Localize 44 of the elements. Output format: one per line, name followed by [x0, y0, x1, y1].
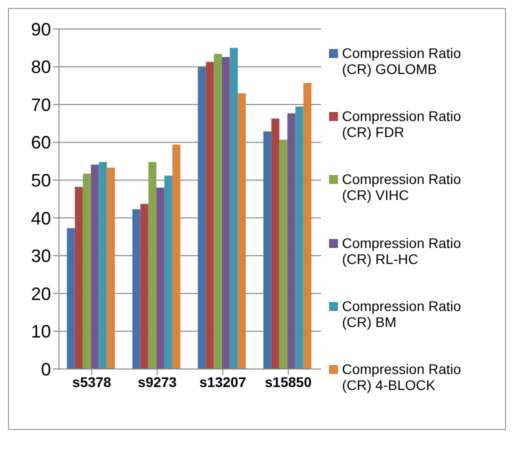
bar — [238, 93, 246, 369]
bar — [222, 56, 230, 369]
x-tick-label: s15850 — [264, 374, 312, 390]
legend-label: Compression Ratio (CR) 4-BLOCK — [342, 361, 462, 394]
bar — [82, 174, 91, 369]
y-tick-label: 60 — [30, 132, 51, 153]
y-tick-label: 40 — [30, 208, 51, 228]
bar — [66, 228, 75, 369]
y-tick-label: 50 — [30, 170, 51, 190]
y-tick-label: 90 — [30, 19, 51, 40]
bar — [74, 186, 83, 369]
bar — [140, 204, 148, 369]
bar — [230, 48, 238, 369]
bar — [206, 62, 214, 369]
y-tick-label: 70 — [30, 94, 51, 115]
y-tick-label: 10 — [30, 322, 51, 342]
y-tick-label: 80 — [30, 57, 51, 78]
bar — [156, 188, 164, 369]
bar — [279, 140, 288, 369]
x-tick-label: s9273 — [138, 374, 177, 390]
x-tick-label: s13207 — [199, 374, 246, 390]
x-tick-label: s5378 — [72, 374, 112, 390]
legend-label: Compression Ratio (CR) BM — [342, 298, 462, 330]
bar — [295, 106, 304, 369]
bar — [303, 83, 312, 369]
bar — [271, 118, 280, 369]
y-tick-label: 20 — [30, 284, 51, 304]
legend-label: Compression Ratio (CR) GOLOMB — [342, 44, 462, 77]
legend-label: Compression Ratio (CR) RL-HC — [342, 234, 462, 267]
bar — [90, 164, 99, 369]
y-tick-label: 30 — [30, 246, 51, 266]
y-tick-label: 0 — [40, 359, 51, 380]
bar — [172, 144, 180, 369]
bar — [198, 67, 206, 369]
bar — [106, 168, 115, 369]
bar — [214, 54, 222, 369]
legend-label: Compression Ratio (CR) VIHC — [342, 171, 462, 204]
bar — [287, 113, 296, 369]
bar — [148, 162, 156, 369]
bar — [164, 176, 172, 369]
bar — [98, 162, 107, 369]
bar — [263, 131, 272, 369]
bar — [132, 209, 140, 369]
legend-label: Compression Ratio (CR) FDR — [342, 108, 462, 140]
